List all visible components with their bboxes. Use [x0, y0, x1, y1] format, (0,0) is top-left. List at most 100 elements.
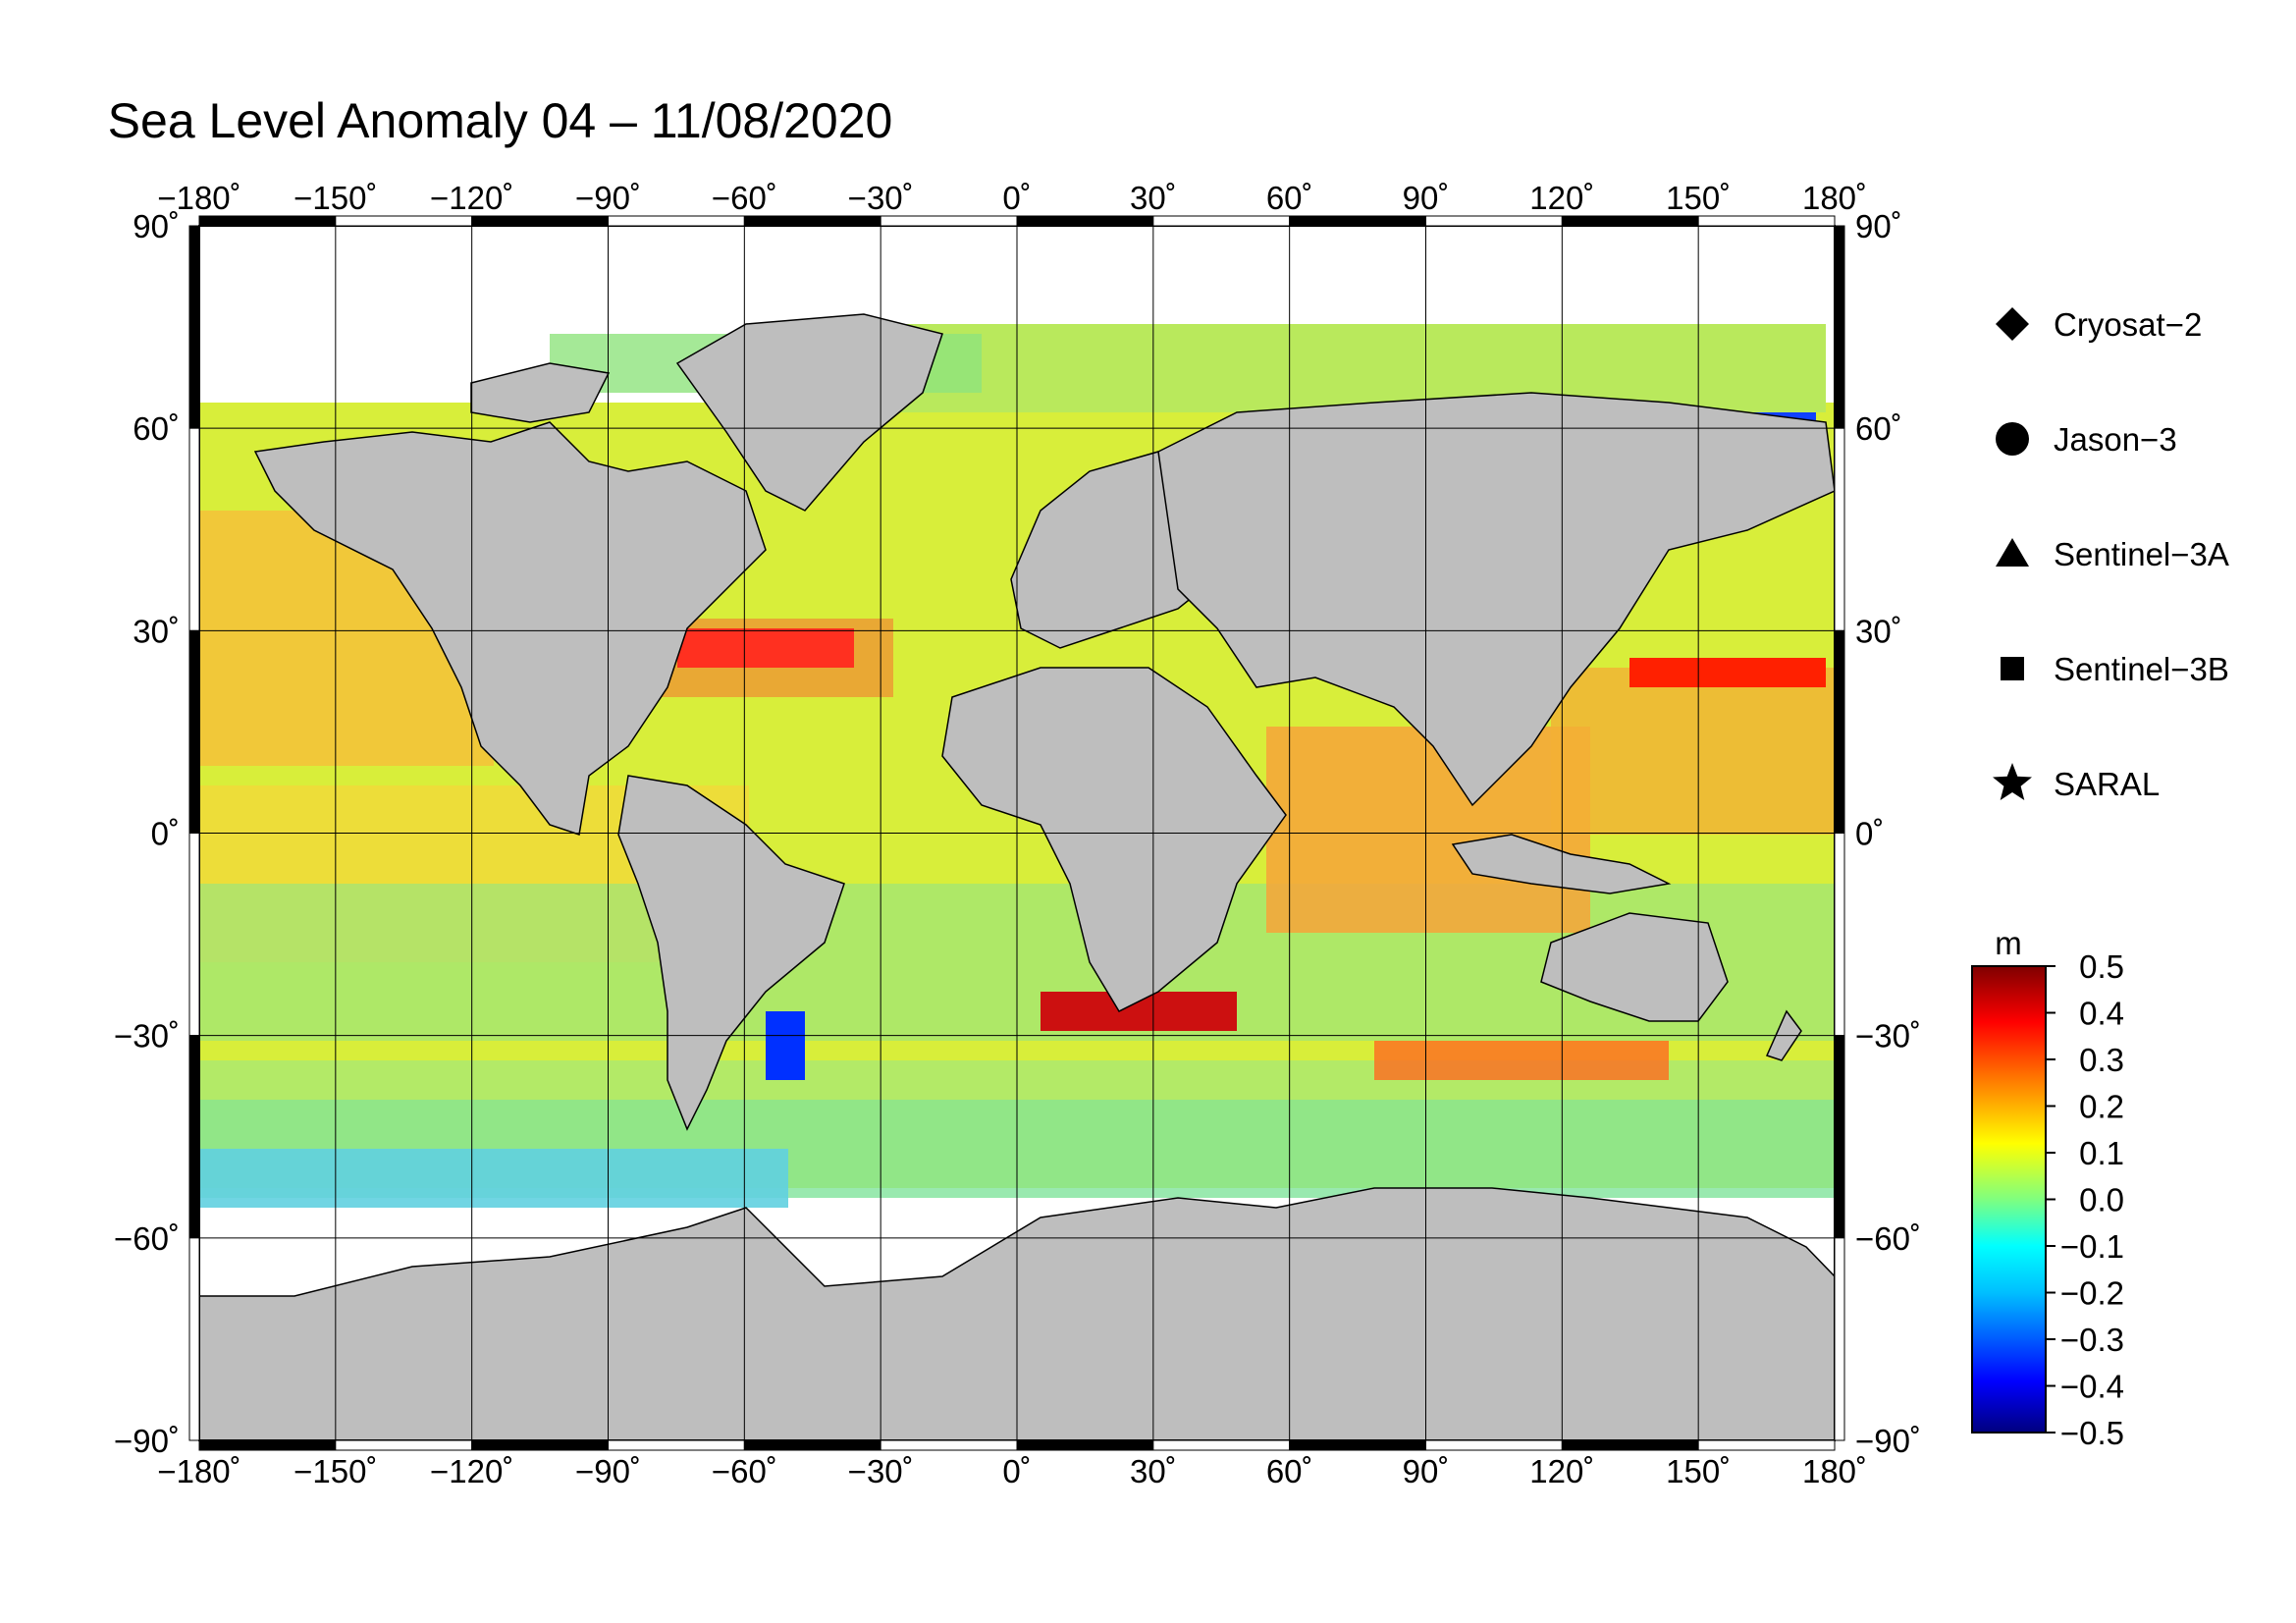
- map-grid: [199, 226, 1835, 1440]
- lon-tick-label-bottom: −120˚: [430, 1453, 513, 1489]
- frame-bar-top: [1289, 215, 1426, 227]
- colorbar: m 0.5 0.4 0.3 0.2 0.1 0.0 −0.1 −0.2 −0.3 −0.4 −0.5: [1971, 925, 2124, 1451]
- lon-tick-label-bottom: −180˚: [157, 1453, 240, 1489]
- frame-bar-bottom: [1016, 1439, 1154, 1451]
- lat-tick-label-right: 60˚: [1855, 410, 1902, 447]
- lon-tick-label-top: −150˚: [294, 180, 377, 216]
- frame-bar-right: [1834, 629, 1845, 834]
- circle-icon: [1996, 422, 2029, 456]
- colorbar-tick-label: 0.4: [2079, 996, 2124, 1032]
- satellite-legend: Cryosat−2 Jason−3 Sentinel−3A Sentinel−3B SA…: [1993, 306, 2229, 802]
- colorbar-gradient: [1971, 965, 2047, 1434]
- lon-tick-label-top: 150˚: [1666, 180, 1731, 216]
- lat-tick-label-left: 60˚: [133, 410, 180, 447]
- frame-bar-top: [1697, 215, 1836, 227]
- lat-tick-label-left: 30˚: [133, 613, 180, 649]
- lon-tick-label-bottom: −60˚: [712, 1453, 777, 1489]
- land-indonesia: [1451, 834, 1672, 894]
- lon-tick-label-bottom: 150˚: [1666, 1453, 1731, 1489]
- lon-tick-label-bottom: −150˚: [294, 1453, 377, 1489]
- frame-bar-bottom: [1561, 1439, 1699, 1451]
- frame-bar-right: [1834, 427, 1845, 631]
- frame-bar-bottom: [1152, 1439, 1291, 1451]
- frame-bar-top: [1425, 215, 1563, 227]
- frame-bar-left: [188, 427, 200, 631]
- colorbar-tick-label: −0.3: [2060, 1322, 2124, 1358]
- lon-tick-label-bottom: 60˚: [1266, 1453, 1313, 1489]
- map-title: Sea Level Anomaly 04 – 11/08/2020: [107, 93, 893, 148]
- frame-bar-top: [1152, 215, 1291, 227]
- frame-bar-bottom: [1425, 1439, 1563, 1451]
- lon-tick-label-top: −30˚: [848, 180, 914, 216]
- land-greenland: [675, 313, 943, 512]
- star-icon: [1993, 763, 2032, 800]
- land-north-america: [253, 421, 767, 836]
- map-tick-labels: −180˚ −180˚ −150˚ −150˚ −120˚ −120˚ −90˚ −90˚ −6…: [114, 180, 1921, 1489]
- frame-bar-top: [471, 215, 609, 227]
- lat-tick-label-right: 90˚: [1855, 208, 1902, 244]
- frame-bar-top: [743, 215, 881, 227]
- frame-bar-bottom: [608, 1439, 745, 1451]
- colorbar-tick-label: −0.4: [2060, 1369, 2124, 1405]
- legend-item-label: Sentinel−3A: [2054, 536, 2229, 572]
- frame-bar-top: [1561, 215, 1699, 227]
- land-south-america: [617, 775, 845, 1131]
- diamond-icon: [1996, 307, 2029, 341]
- lon-tick-label-bottom: 0˚: [1002, 1453, 1031, 1489]
- frame-bar-left: [188, 629, 200, 834]
- colorbar-unit: m: [1995, 925, 2022, 961]
- lat-tick-label-right: 30˚: [1855, 613, 1902, 649]
- lon-tick-label-bottom: 30˚: [1130, 1453, 1177, 1489]
- colorbar-tick-label: −0.1: [2060, 1228, 2124, 1265]
- lat-tick-label-right: −60˚: [1855, 1220, 1921, 1257]
- land-africa: [941, 667, 1287, 1012]
- frame-bar-bottom: [743, 1439, 881, 1451]
- lat-tick-label-left: 0˚: [151, 816, 180, 852]
- land-asia: [1157, 392, 1835, 807]
- frame-bar-top: [880, 215, 1018, 227]
- frame-bar-bottom: [880, 1439, 1018, 1451]
- lon-tick-label-top: 0˚: [1002, 180, 1031, 216]
- lon-tick-label-top: 180˚: [1802, 180, 1867, 216]
- colorbar-tick-label: 0.5: [2079, 948, 2124, 985]
- frame-bar-left: [188, 225, 200, 429]
- colorbar-tick-label: −0.2: [2060, 1275, 2124, 1312]
- land-arctic-islands: [470, 362, 611, 423]
- lon-tick-label-top: 30˚: [1130, 180, 1177, 216]
- lat-tick-label-right: −30˚: [1855, 1018, 1921, 1055]
- lon-tick-label-top: 120˚: [1529, 180, 1594, 216]
- frame-bar-bottom: [198, 1439, 337, 1451]
- frame-bar-right: [1834, 833, 1845, 1037]
- frame-bar-top: [198, 215, 337, 227]
- frame-bar-bottom: [1697, 1439, 1836, 1451]
- lat-tick-label-left: 90˚: [133, 208, 180, 244]
- frame-bar-right: [1834, 225, 1845, 429]
- colorbar-tick-label: −0.5: [2060, 1415, 2124, 1451]
- lon-tick-label-top: −90˚: [575, 180, 641, 216]
- frame-bar-top: [335, 215, 473, 227]
- lon-tick-label-bottom: 90˚: [1403, 1453, 1450, 1489]
- lon-tick-label-top: −60˚: [712, 180, 777, 216]
- frame-bar-top: [608, 215, 745, 227]
- lon-tick-label-top: −120˚: [430, 180, 513, 216]
- legend-item-label: Cryosat−2: [2054, 306, 2202, 343]
- legend-item-label: Sentinel−3B: [2054, 651, 2229, 687]
- colorbar-tick-label: 0.3: [2079, 1042, 2124, 1078]
- map-frame-bars: [188, 215, 1845, 1451]
- lon-tick-label-top: −180˚: [157, 180, 240, 216]
- frame-bar-right: [1834, 1237, 1845, 1441]
- colorbar-tick-label: 0.2: [2079, 1089, 2124, 1125]
- lon-tick-label-top: 90˚: [1403, 180, 1450, 216]
- frame-bar-left: [188, 1035, 200, 1239]
- square-icon: [2001, 657, 2024, 680]
- triangle-icon: [1996, 538, 2029, 567]
- frame-bar-left: [188, 1237, 200, 1441]
- frame-bar-left: [188, 833, 200, 1037]
- lat-tick-label-left: −30˚: [114, 1018, 180, 1055]
- lon-tick-label-top: 60˚: [1266, 180, 1313, 216]
- lon-tick-label-bottom: −30˚: [848, 1453, 914, 1489]
- frame-bar-bottom: [335, 1439, 473, 1451]
- lon-tick-label-bottom: −90˚: [575, 1453, 641, 1489]
- lon-tick-label-bottom: 120˚: [1529, 1453, 1594, 1489]
- legend-item-label: Jason−3: [2054, 421, 2177, 458]
